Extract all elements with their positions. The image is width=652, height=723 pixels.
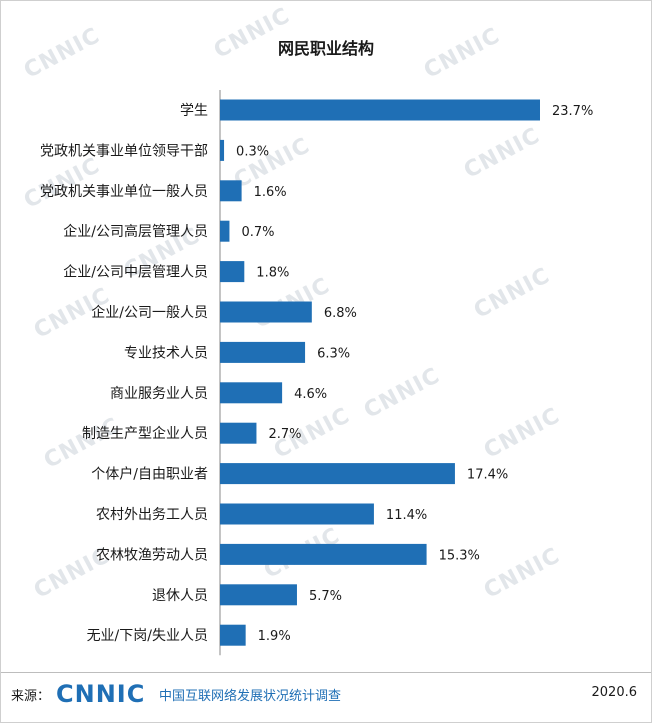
bar-chart: 学生 23.7% 党政机关事业单位领导干部 0.3% 党政机关事业单位一般人员 1.6% 企… <box>40 90 593 656</box>
source-name: 中国互联网络发展状况统计调查 <box>159 689 342 704</box>
category-label: 学生 <box>180 103 208 119</box>
value-label: 11.4% <box>386 508 427 523</box>
value-label: 2.7% <box>268 427 301 442</box>
bar <box>220 624 246 646</box>
footer: 来源： CNNIC 中国互联网络发展状况统计调查 2020.6 <box>1 677 651 717</box>
bar <box>220 503 374 525</box>
category-label: 专业技术人员 <box>124 345 208 361</box>
category-label: 党政机关事业单位一般人员 <box>40 184 208 200</box>
category-label: 商业服务业人员 <box>110 386 208 402</box>
bar <box>220 341 306 363</box>
value-label: 0.7% <box>241 225 274 240</box>
category-label: 无业/下岗/失业人员 <box>87 628 208 644</box>
category-label: 农林牧渔劳动人员 <box>96 547 208 563</box>
bar <box>220 422 257 444</box>
value-label: 6.3% <box>317 346 350 361</box>
value-label: 4.6% <box>294 387 327 402</box>
category-label: 企业/公司高层管理人员 <box>63 223 208 240</box>
category-label: 农村外出务工人员 <box>96 507 208 523</box>
bar <box>220 220 230 242</box>
cnnic-logo: CNNIC <box>56 680 146 708</box>
category-label: 退休人员 <box>152 588 208 604</box>
category-label: 个体户/自由职业者 <box>91 466 208 483</box>
bar <box>220 382 283 404</box>
category-label: 制造生产型企业人员 <box>82 425 208 442</box>
bar <box>220 180 242 202</box>
value-label: 1.8% <box>256 266 289 281</box>
bar <box>220 584 297 606</box>
value-label: 17.4% <box>467 468 508 483</box>
value-label: 1.9% <box>258 629 291 644</box>
chart-title: 网民职业结构 <box>277 39 374 58</box>
bar <box>220 301 312 323</box>
value-label: 15.3% <box>439 548 480 563</box>
report-date: 2020.6 <box>591 685 638 700</box>
bar <box>220 463 455 485</box>
category-label: 党政机关事业单位领导干部 <box>40 143 208 159</box>
value-label: 5.7% <box>309 589 342 604</box>
value-label: 6.8% <box>324 306 357 321</box>
category-label: 企业/公司中层管理人员 <box>63 264 208 281</box>
footer-divider <box>1 672 651 673</box>
value-label: 23.7% <box>552 104 593 119</box>
bar <box>220 139 225 161</box>
value-label: 1.6% <box>254 185 287 200</box>
bar <box>220 261 245 283</box>
category-label: 企业/公司一般人员 <box>91 304 208 321</box>
source-label: 来源： <box>11 689 51 704</box>
bar <box>220 543 427 565</box>
value-label: 0.3% <box>236 144 269 159</box>
bar <box>220 99 540 121</box>
